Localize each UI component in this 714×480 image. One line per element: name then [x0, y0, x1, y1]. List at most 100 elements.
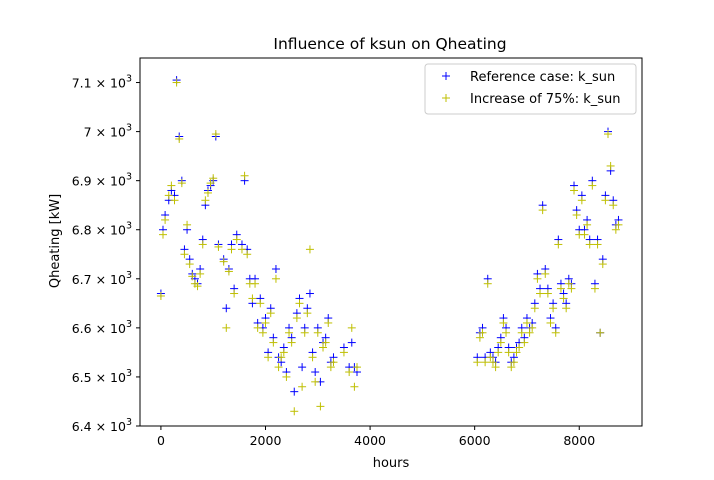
data-point-s1-69	[353, 363, 362, 372]
data-point-s1-122	[609, 201, 618, 210]
data-point-s1-80	[499, 318, 508, 327]
data-point-s1-33	[248, 294, 257, 303]
data-point-s1-40	[266, 309, 275, 318]
data-point-s1-41	[269, 338, 278, 347]
data-point-s1-26	[227, 245, 236, 254]
data-point-s1-23	[219, 257, 228, 266]
y-axis-ticks: 6.4 × 103 6.5 × 103 6.6 × 103 6.7 × 103 6.8 …	[72, 74, 140, 434]
data-point-s1-44	[277, 353, 286, 362]
data-point-s1-73	[481, 358, 490, 367]
y-tick-label: 6.7 × 103	[72, 270, 132, 287]
data-point-s1-120	[604, 130, 613, 139]
data-point-s1-94	[536, 289, 545, 298]
data-point-s1-21	[211, 130, 220, 139]
data-point-s1-57	[311, 377, 320, 386]
data-point-s1-50	[292, 314, 301, 323]
data-point-s1-60	[319, 343, 328, 352]
data-point-s1-30	[240, 171, 249, 180]
data-point-s1-25	[224, 267, 233, 276]
data-point-s1-89	[522, 318, 531, 327]
legend-item-1: Increase of 75%: k_sun	[442, 92, 621, 107]
y-axis-label: Qheating [kW]	[48, 194, 63, 288]
data-point-s1-0	[156, 291, 165, 300]
data-point-s1-123	[611, 225, 620, 234]
data-point-s1-79	[496, 338, 505, 347]
data-point-s1-4	[167, 181, 176, 190]
plot-frame	[139, 57, 643, 427]
x-axis-label: hours	[373, 456, 410, 471]
data-point-s1-77	[491, 363, 500, 372]
data-point-s1-27	[230, 289, 239, 298]
data-point-s1-67	[347, 323, 356, 332]
data-point-s1-93	[533, 274, 542, 283]
data-point-s1-56	[308, 353, 317, 362]
data-point-s1-11	[185, 260, 194, 269]
data-point-s0-67	[347, 338, 356, 347]
data-point-s1-35	[253, 323, 262, 332]
data-point-s1-63	[326, 363, 335, 372]
data-point-s1-22	[214, 242, 223, 251]
data-point-s1-88	[520, 338, 529, 347]
data-point-s1-47	[285, 328, 294, 337]
data-point-s1-39	[264, 353, 273, 362]
data-point-s1-81	[502, 328, 511, 337]
data-point-s1-72	[478, 328, 487, 337]
data-point-s1-98	[546, 318, 555, 327]
data-point-s0-24	[222, 304, 231, 313]
data-point-s1-91	[528, 323, 537, 332]
data-point-s1-96	[541, 269, 550, 278]
data-point-s1-36	[256, 299, 265, 308]
data-point-s1-2	[161, 215, 170, 224]
data-point-s1-34	[251, 279, 260, 288]
x-tick-label: 6000	[459, 433, 491, 448]
data-point-s1-99	[549, 304, 558, 313]
data-point-s1-113	[585, 240, 594, 249]
data-point-s1-65	[339, 348, 348, 357]
x-tick-label: 0	[157, 433, 165, 448]
x-axis-ticks: 0 2000 4000 6000 8000	[157, 426, 595, 448]
data-point-s1-119	[601, 196, 610, 205]
data-point-s0-42	[271, 264, 280, 273]
data-point-s1-14	[193, 282, 202, 291]
data-point-s1-58	[313, 328, 322, 337]
data-point-s1-107	[570, 186, 579, 195]
data-point-s1-42	[271, 274, 280, 283]
data-point-s1-8	[177, 179, 186, 188]
data-point-s1-55	[305, 245, 314, 254]
data-point-s1-110	[577, 196, 586, 205]
legend: Reference case: k_sun Increase of 75%: k_…	[424, 63, 637, 115]
data-point-s1-17	[201, 196, 210, 205]
y-tick-label: 6.8 × 103	[72, 221, 132, 238]
data-point-s1-78	[494, 348, 503, 357]
data-point-s1-29	[237, 245, 246, 254]
data-point-s1-9	[180, 250, 189, 259]
data-point-s1-86	[515, 343, 524, 352]
data-point-s1-59	[316, 402, 325, 411]
data-point-s1-1	[159, 230, 168, 239]
data-point-s1-19	[206, 179, 215, 188]
y-tick-label: 7.1 × 103	[72, 74, 132, 91]
y-tick-label: 6.6 × 103	[72, 319, 132, 336]
data-point-s1-28	[232, 235, 241, 244]
data-point-s1-74	[483, 279, 492, 288]
data-point-s1-102	[556, 284, 565, 293]
data-point-s1-49	[290, 407, 299, 416]
data-point-s0-52	[298, 363, 307, 372]
data-point-s1-10	[183, 220, 192, 229]
x-tick-label: 4000	[354, 433, 386, 448]
data-point-s1-100	[551, 328, 560, 337]
data-point-s1-82	[504, 348, 513, 357]
chart-title: Influence of ksun on Qheating	[273, 35, 506, 53]
data-point-s1-112	[583, 220, 592, 229]
data-point-s1-48	[287, 338, 296, 347]
data-point-s1-45	[279, 348, 288, 357]
data-point-s1-46	[282, 372, 291, 381]
data-point-s1-95	[538, 206, 547, 215]
data-point-s1-83	[507, 363, 516, 372]
data-point-s1-121	[606, 161, 615, 170]
data-point-s1-103	[559, 294, 568, 303]
data-point-s1-105	[564, 279, 573, 288]
x-tick-label: 8000	[563, 433, 595, 448]
data-point-s1-124	[614, 220, 623, 229]
